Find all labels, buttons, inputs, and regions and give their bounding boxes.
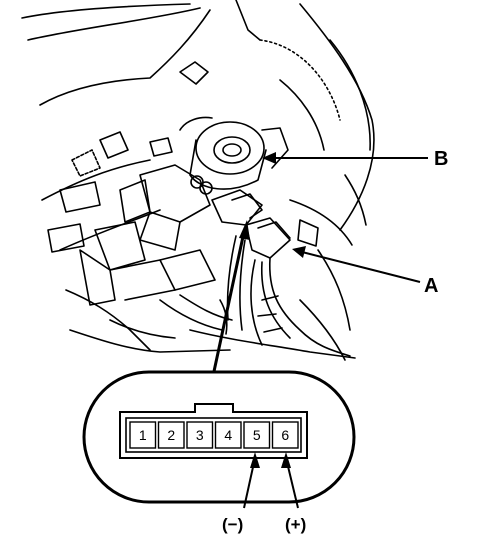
pin-number-label: 3 <box>196 427 204 443</box>
pin-number-label: 4 <box>224 427 232 443</box>
arrowhead-b <box>262 152 276 164</box>
callout-label-a: A <box>424 275 438 297</box>
leader-lines <box>211 152 428 377</box>
pin-number-label: 6 <box>281 427 289 443</box>
polarity-leaders <box>243 452 299 509</box>
pin-cell <box>271 421 299 449</box>
pin-cell <box>157 421 185 449</box>
arrowhead-a <box>292 246 306 258</box>
pin-cell <box>186 421 214 449</box>
connector-pointer-line <box>211 231 246 377</box>
leader-line-a <box>301 251 421 283</box>
pin-number-label: 2 <box>167 427 175 443</box>
connector-inset: 1 2 3 4 5 6 <box>82 370 356 504</box>
pin-number-label: 5 <box>253 427 261 443</box>
pin-cell <box>129 421 157 449</box>
pin-cell <box>214 421 242 449</box>
pin-number-label: 1 <box>139 427 147 443</box>
negative-arrowhead <box>250 452 260 468</box>
callout-label-b: B <box>434 148 448 170</box>
connector-pointer-arrowhead <box>239 220 250 240</box>
positive-terminal-label: (+) <box>285 515 306 534</box>
ignition-assembly-illustration <box>21 0 375 361</box>
pin-cell <box>243 421 271 449</box>
positive-arrowhead <box>281 452 291 468</box>
connector-pins: 1 2 3 4 5 6 <box>129 421 299 449</box>
negative-terminal-label: (−) <box>222 515 243 534</box>
